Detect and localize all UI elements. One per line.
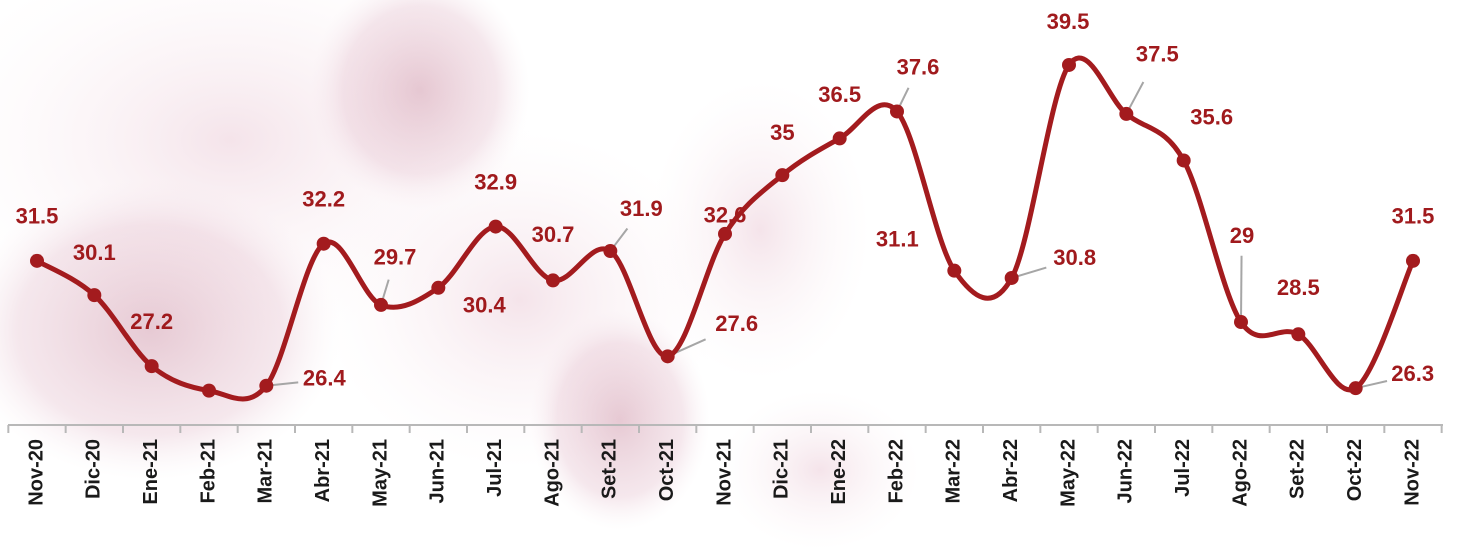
data-point [316, 236, 331, 251]
x-tick-label: Jun-21 [427, 439, 449, 503]
x-tick-label: Nov-21 [713, 439, 735, 506]
data-label: 35.6 [1190, 104, 1233, 129]
x-tick-label: Jul-22 [1172, 439, 1194, 497]
data-label: 29.7 [374, 245, 417, 270]
leader-line [1240, 255, 1243, 323]
x-tick-label: Dic-21 [771, 439, 793, 499]
x-tick-label: Ago-22 [1229, 439, 1251, 507]
data-label: 31.1 [876, 226, 919, 251]
data-point [718, 226, 732, 241]
data-label: 30.4 [463, 293, 507, 318]
data-point [1291, 327, 1306, 342]
data-point [144, 359, 159, 374]
data-point [87, 288, 102, 303]
data-point [1348, 381, 1363, 396]
watercolor-background [0, 0, 920, 550]
x-tick-label: Jun-22 [1115, 439, 1137, 503]
data-label: 30.7 [532, 222, 575, 247]
data-label: 37.5 [1136, 42, 1179, 67]
data-point [603, 244, 618, 259]
x-tick-label: Oct-22 [1344, 439, 1366, 501]
x-tick-label: Ene-21 [140, 439, 162, 505]
x-tick-label: Ene-22 [828, 439, 850, 505]
data-label: 31.9 [620, 196, 663, 221]
x-tick-label: Set-21 [599, 439, 621, 499]
data-point [374, 297, 388, 312]
data-point [1234, 315, 1248, 330]
data-label: 36.5 [818, 82, 861, 107]
data-label: 32.2 [302, 187, 345, 212]
x-tick-label: May-22 [1057, 439, 1079, 507]
x-tick-label: Nov-20 [25, 439, 47, 506]
data-point [1119, 106, 1134, 121]
x-tick-label: Dic-20 [83, 439, 105, 499]
x-tick-label: Feb-21 [197, 439, 219, 503]
data-label: 27.2 [130, 309, 173, 334]
data-label: 39.5 [1047, 9, 1090, 34]
x-tick-label: Nov-22 [1401, 439, 1423, 506]
data-point [775, 168, 790, 183]
data-point [202, 383, 216, 398]
x-tick-label: Mar-22 [943, 439, 965, 503]
data-point [1406, 253, 1420, 268]
data-point [1004, 270, 1019, 285]
data-label: 32.6 [704, 203, 747, 228]
data-point [431, 280, 446, 295]
data-label: 26.3 [1391, 361, 1434, 386]
x-tick-label: Ago-21 [541, 439, 563, 507]
data-label: 32.9 [474, 169, 517, 194]
data-point [660, 349, 675, 364]
data-label: 29 [1230, 223, 1254, 248]
x-tick-label: Feb-22 [885, 439, 907, 503]
x-tick-label: Jul-21 [484, 439, 506, 497]
data-point [947, 263, 962, 278]
data-label: 30.1 [73, 240, 116, 265]
x-tick-label: Set-22 [1287, 439, 1309, 499]
x-tick-label: May-21 [369, 439, 391, 507]
data-label: 31.5 [1392, 204, 1435, 229]
data-point [488, 219, 503, 234]
data-label: 27.6 [715, 311, 758, 336]
data-point [259, 378, 274, 393]
x-tick-label: Abr-22 [1000, 439, 1022, 502]
data-line [35, 55, 1416, 402]
data-label: 31.5 [16, 204, 59, 229]
data-point [30, 253, 44, 268]
x-tick-label: Mar-21 [255, 439, 277, 503]
data-point [1176, 153, 1191, 168]
data-point [1062, 57, 1076, 72]
x-tick-label: Oct-21 [656, 439, 678, 501]
data-label: 30.8 [1053, 245, 1096, 270]
data-label: 37.6 [897, 54, 940, 79]
data-point [832, 131, 847, 146]
data-label: 28.5 [1277, 275, 1320, 300]
data-label: 26.4 [303, 366, 347, 391]
data-label: 35 [770, 120, 794, 145]
x-tick-label: Abr-21 [312, 439, 334, 502]
data-point [890, 104, 904, 119]
data-point [546, 273, 560, 288]
